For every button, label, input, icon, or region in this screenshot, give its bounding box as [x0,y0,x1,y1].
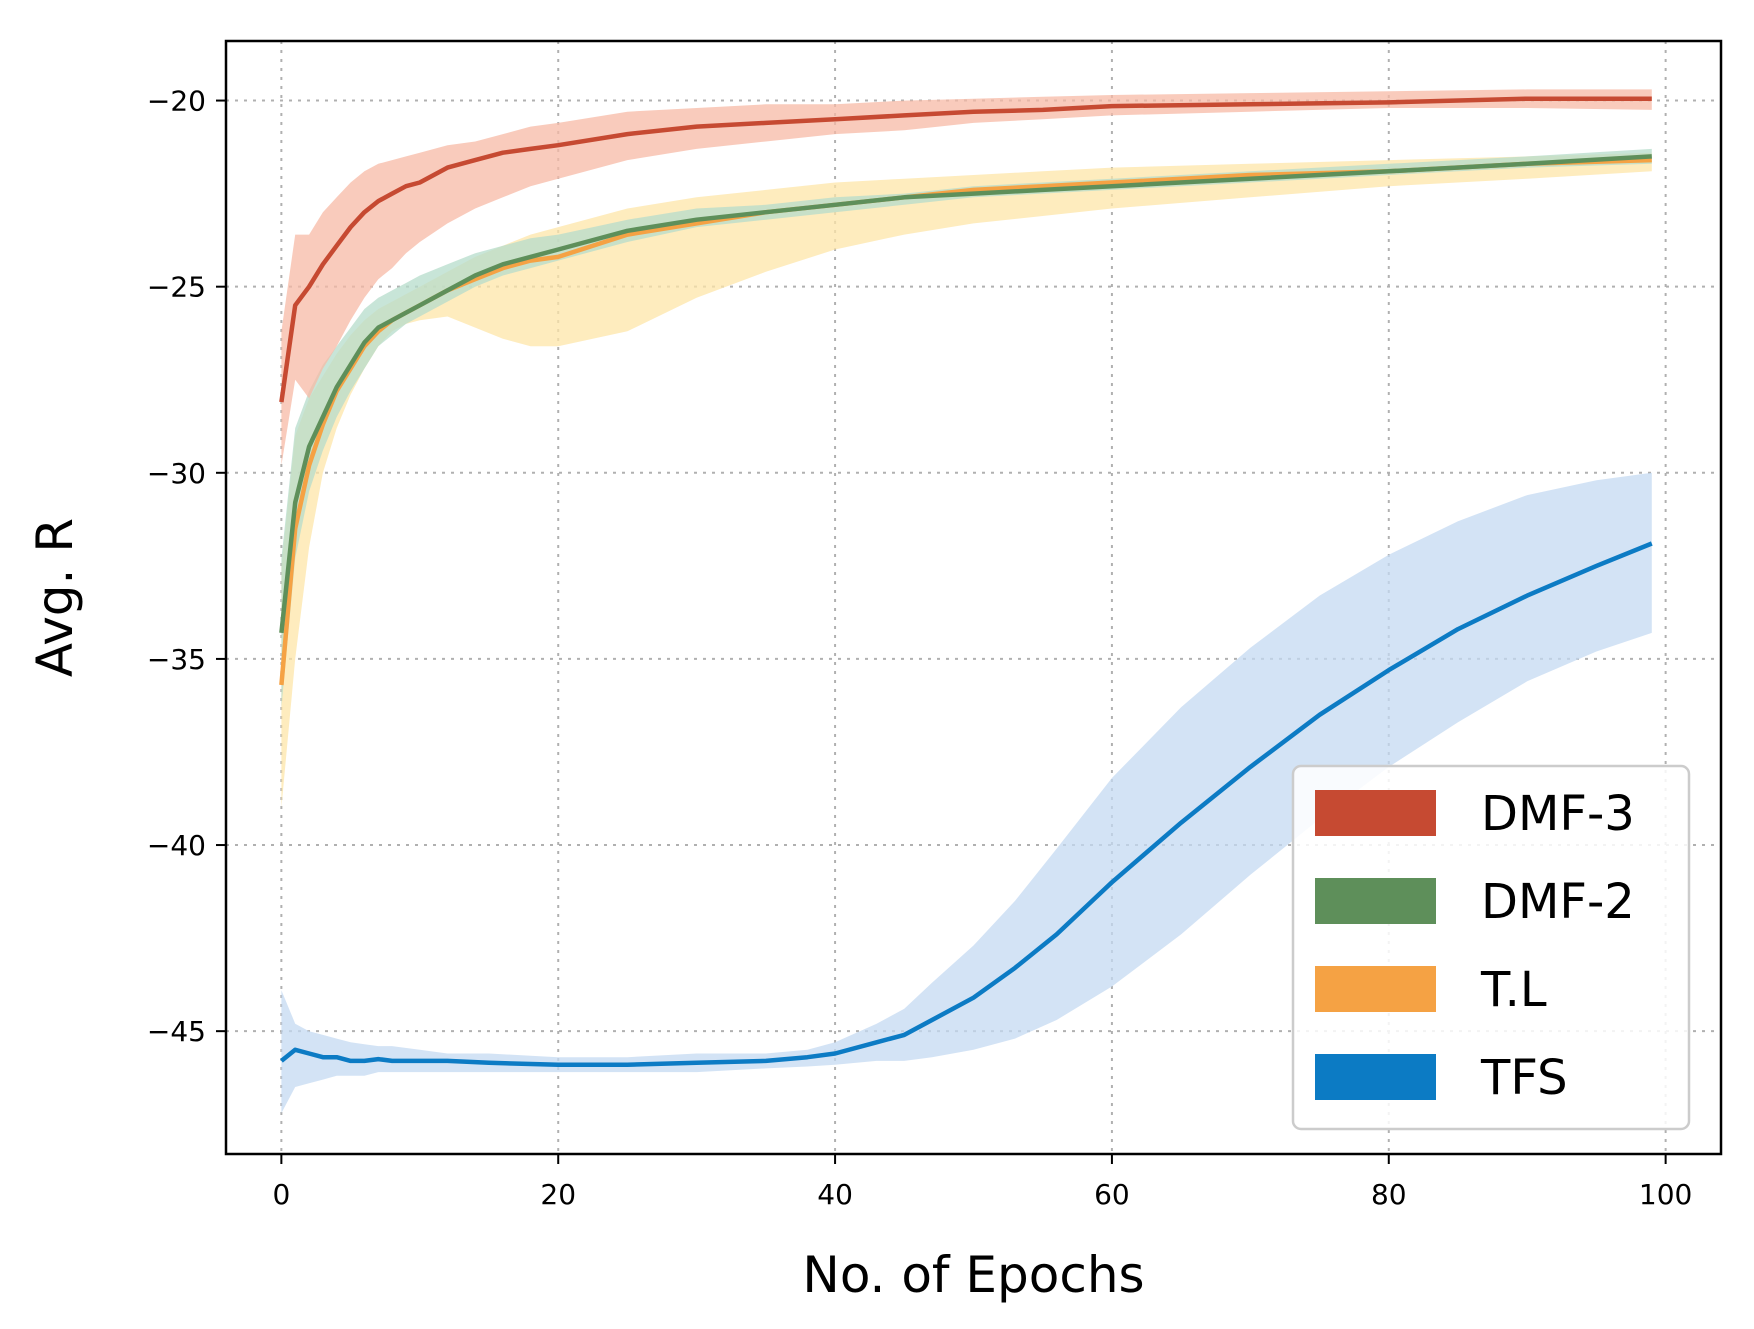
axis-ticks: 0 20 40 60 80 100 −20 −25 −30 −35 −40 −45 [147,85,1692,1211]
x-tick-label: 80 [1371,1178,1407,1211]
legend-label: DMF-2 [1481,874,1635,930]
legend-swatch [1315,966,1436,1012]
legend: DMF-3 DMF-2 T.L TFS [1291,764,1691,1131]
x-tick-label: 40 [817,1178,853,1211]
confidence-bands [281,89,1652,1114]
x-axis-label: No. of Epochs [802,1246,1144,1304]
legend-swatch [1315,1054,1436,1100]
line-tfs [279,541,1653,1067]
x-tick-label: 100 [1639,1178,1692,1211]
x-tick-label: 20 [540,1178,576,1211]
y-tick-label: −20 [147,85,206,118]
y-tick-label: −25 [147,271,206,304]
band-t-l [281,152,1652,808]
legend-swatch [1315,878,1436,924]
plot-frame [224,39,1723,1156]
legend-label: DMF-3 [1481,786,1635,842]
legend-swatch [1315,790,1436,836]
y-tick-label: −40 [147,829,206,862]
y-tick-label: −30 [147,457,206,490]
legend-label: T.L [1480,962,1547,1018]
series-lines [279,96,1653,1067]
y-axis-label: Avg. R [26,518,84,677]
legend-label: TFS [1480,1050,1568,1106]
x-tick-label: 0 [272,1178,290,1211]
line-dmf-3 [279,96,1652,403]
x-tick-label: 60 [1094,1178,1130,1211]
y-tick-label: −45 [147,1015,206,1048]
line-dmf-2 [279,154,1652,634]
band-tfs [281,472,1652,1114]
legend-box [1291,764,1691,1131]
y-tick-label: −35 [147,643,206,676]
